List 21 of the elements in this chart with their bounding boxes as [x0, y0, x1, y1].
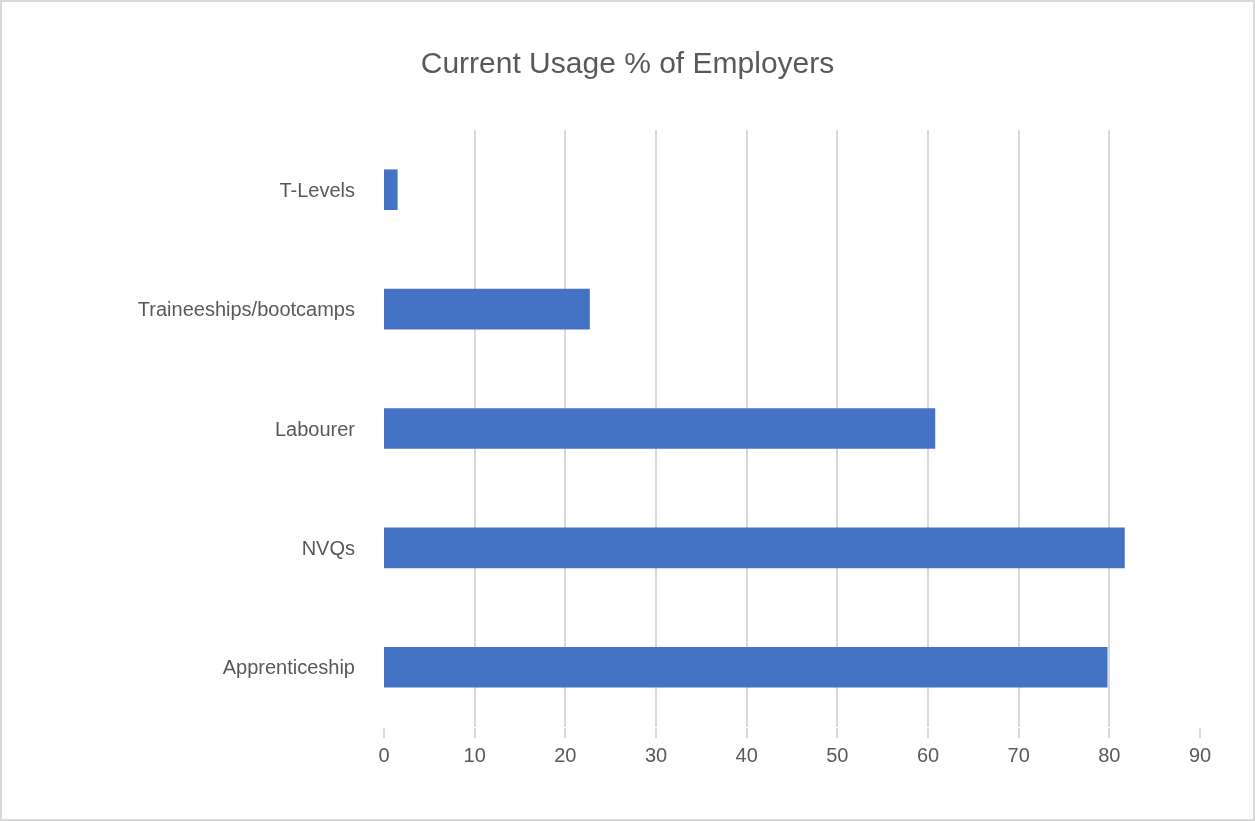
bar: [384, 527, 1125, 569]
x-tick-label: 60: [916, 744, 940, 766]
x-tick-label: 30: [644, 744, 668, 766]
bar: [384, 647, 1108, 688]
y-tick-label: T-Levels: [279, 178, 355, 201]
x-tick-label: 50: [826, 744, 849, 766]
x-tick-label: 80: [1098, 744, 1121, 766]
bar: [384, 169, 398, 210]
x-tick-label: 70: [1007, 744, 1030, 766]
y-tick-label: NVQs: [301, 536, 355, 559]
x-tick-label: 90: [1188, 744, 1212, 766]
x-tick-label: 20: [554, 744, 577, 766]
x-tick-label: 10: [463, 744, 486, 766]
chart-title: Current Usage % of Employers: [420, 45, 835, 79]
y-tick-label: Traineeships/bootcamps: [137, 298, 355, 321]
x-tick-label: 0: [378, 744, 390, 766]
y-tick-label: Apprenticeship: [222, 656, 355, 679]
bar: [384, 288, 590, 330]
x-tick-label: 40: [735, 744, 758, 766]
y-tick-label: Labourer: [274, 417, 356, 440]
bar: [384, 408, 936, 449]
